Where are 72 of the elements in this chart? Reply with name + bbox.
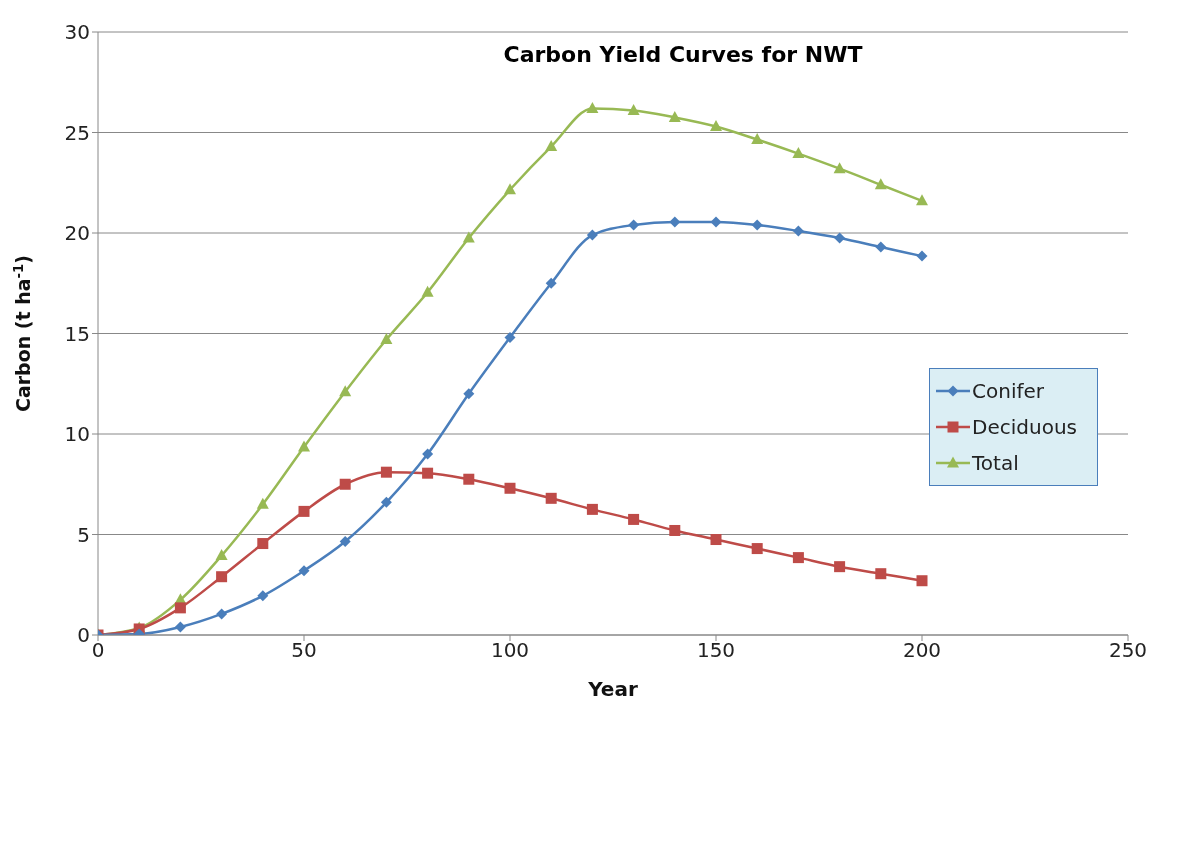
point bbox=[792, 552, 804, 564]
legend-label: Deciduous bbox=[972, 415, 1077, 439]
point bbox=[545, 492, 557, 504]
point bbox=[916, 250, 928, 262]
point bbox=[380, 466, 392, 478]
point bbox=[215, 549, 228, 561]
point bbox=[875, 241, 887, 253]
point bbox=[792, 147, 805, 159]
legend-label: Total bbox=[972, 451, 1019, 475]
y-tick-label: 25 bbox=[64, 120, 90, 145]
point bbox=[627, 103, 640, 115]
point bbox=[504, 183, 516, 195]
point bbox=[751, 133, 764, 145]
point bbox=[916, 194, 928, 206]
legend-label: Conifer bbox=[972, 379, 1045, 403]
point bbox=[668, 110, 681, 122]
point bbox=[586, 503, 598, 515]
point bbox=[339, 385, 352, 397]
point bbox=[875, 568, 887, 580]
point bbox=[710, 216, 722, 228]
point bbox=[628, 219, 640, 231]
x-tick-label: 250 bbox=[1108, 638, 1148, 663]
x-tick-label: 200 bbox=[902, 638, 942, 663]
point bbox=[874, 178, 887, 190]
point bbox=[669, 216, 681, 228]
point bbox=[463, 473, 475, 485]
point bbox=[380, 496, 392, 508]
point bbox=[339, 478, 351, 490]
x-tick-label: 50 bbox=[291, 638, 317, 663]
point bbox=[174, 621, 186, 633]
point bbox=[257, 590, 269, 602]
point bbox=[298, 505, 310, 517]
point bbox=[298, 440, 310, 452]
point bbox=[751, 543, 763, 555]
point bbox=[833, 162, 846, 174]
point bbox=[174, 602, 186, 614]
point bbox=[463, 388, 475, 400]
point bbox=[462, 231, 475, 243]
point bbox=[422, 448, 434, 460]
point bbox=[256, 497, 269, 509]
text: Carbon Yield Curves for NWT bbox=[503, 42, 863, 67]
point bbox=[834, 561, 846, 573]
point bbox=[257, 538, 269, 550]
point bbox=[710, 534, 722, 546]
point bbox=[216, 608, 228, 620]
point bbox=[834, 232, 846, 244]
point bbox=[504, 332, 516, 344]
point bbox=[339, 536, 351, 548]
y-tick-label: 15 bbox=[64, 321, 90, 346]
point bbox=[710, 119, 722, 131]
point bbox=[545, 277, 557, 289]
point bbox=[916, 575, 928, 587]
y-tick-label: 20 bbox=[64, 221, 90, 246]
point bbox=[380, 333, 393, 345]
point bbox=[422, 467, 434, 479]
y-tick-label: 10 bbox=[64, 422, 90, 447]
point bbox=[298, 565, 310, 577]
x-tick-label: 100 bbox=[490, 638, 530, 663]
point bbox=[751, 219, 763, 231]
point bbox=[504, 482, 516, 494]
y-tick-label: 30 bbox=[64, 20, 90, 45]
point bbox=[669, 524, 681, 536]
y-tick-label: 5 bbox=[77, 522, 90, 547]
x-tick-label: 150 bbox=[696, 638, 736, 663]
x-axis-title: Year bbox=[587, 677, 638, 701]
point bbox=[586, 229, 598, 241]
point bbox=[216, 571, 228, 583]
point bbox=[586, 101, 599, 113]
point bbox=[545, 140, 558, 152]
point bbox=[421, 285, 434, 297]
point bbox=[792, 225, 804, 237]
point bbox=[628, 513, 640, 525]
